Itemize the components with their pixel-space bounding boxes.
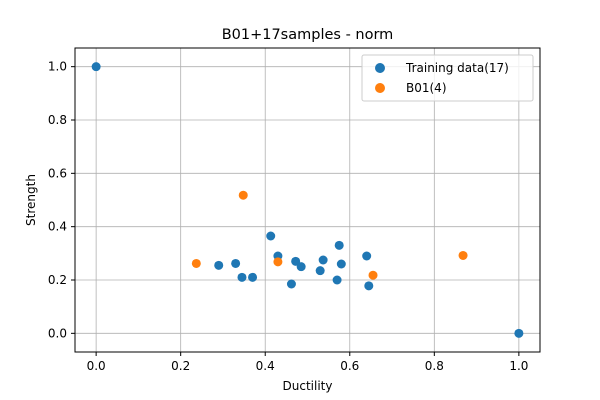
data-point-training bbox=[214, 260, 224, 270]
y-tick-label: 0.0 bbox=[48, 326, 67, 340]
data-point-b01 bbox=[368, 270, 378, 280]
data-point-training bbox=[91, 62, 101, 72]
data-point-training bbox=[332, 275, 342, 285]
x-tick-label: 0.8 bbox=[425, 359, 444, 373]
axis-ticks: 0.0 0.2 0.4 0.6 0.8 1.0 0.0 0.2 0.4 0.6 0.8 1.0 bbox=[48, 60, 529, 373]
data-point-training bbox=[231, 258, 241, 268]
y-tick-label: 0.6 bbox=[48, 166, 67, 180]
x-tick-label: 0.6 bbox=[340, 359, 359, 373]
y-tick-label: 1.0 bbox=[48, 60, 67, 74]
legend: Training data(17) B01(4) bbox=[361, 54, 534, 102]
data-point-b01 bbox=[273, 257, 283, 267]
data-point-b01 bbox=[238, 190, 248, 200]
data-point-training bbox=[336, 259, 346, 269]
data-point-training bbox=[362, 251, 372, 261]
data-point-training bbox=[364, 281, 374, 291]
legend-label-b01: B01(4) bbox=[406, 81, 447, 95]
plot-frame bbox=[74, 47, 541, 353]
legend-box bbox=[361, 54, 534, 102]
data-point-training bbox=[315, 266, 325, 276]
grid-lines bbox=[75, 48, 540, 352]
legend-label-training: Training data(17) bbox=[405, 61, 509, 75]
x-tick-label: 0.2 bbox=[171, 359, 190, 373]
data-point-training bbox=[334, 240, 344, 250]
data-point-b01 bbox=[191, 258, 201, 268]
data-point-training bbox=[286, 279, 296, 289]
y-tick-label: 0.2 bbox=[48, 273, 67, 287]
x-axis-label: Ductility bbox=[283, 379, 333, 393]
y-axis-label: Strength bbox=[24, 174, 38, 226]
data-point-training bbox=[248, 272, 258, 282]
data-point-training bbox=[318, 255, 328, 265]
legend-marker-training bbox=[375, 63, 385, 73]
data-point-training bbox=[296, 262, 306, 272]
data-point-training bbox=[237, 272, 247, 282]
chart-title: B01+17samples - norm bbox=[222, 27, 394, 43]
y-tick-label: 0.4 bbox=[48, 220, 67, 234]
x-tick-label: 0.4 bbox=[256, 359, 275, 373]
data-point-training bbox=[266, 231, 276, 241]
data-points bbox=[91, 62, 524, 338]
x-tick-label: 1.0 bbox=[509, 359, 528, 373]
data-point-training bbox=[514, 328, 524, 338]
x-tick-label: 0.0 bbox=[87, 359, 106, 373]
legend-marker-b01 bbox=[375, 83, 385, 93]
y-tick-label: 0.8 bbox=[48, 113, 67, 127]
data-point-b01 bbox=[458, 250, 468, 260]
